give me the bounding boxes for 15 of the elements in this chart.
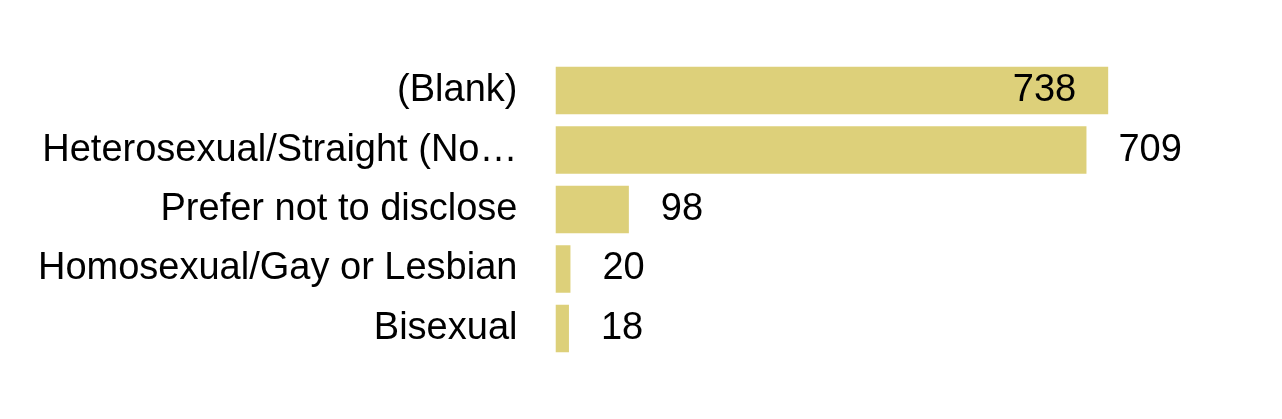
data-label: 20 [602, 245, 645, 288]
bar [555, 126, 1087, 174]
data-label: 738 [1012, 67, 1077, 110]
y-tick-label: (Blank) [397, 67, 518, 110]
y-tick-label: Homosexual/Gay or Lesbian [37, 245, 518, 288]
bar [555, 66, 1109, 115]
data-label: 98 [660, 185, 704, 228]
data-label: 709 [1118, 126, 1182, 169]
bar [555, 304, 569, 353]
y-tick-label: Prefer not to disclose [160, 185, 518, 228]
bar [555, 245, 571, 293]
bar [555, 185, 629, 234]
y-tick-label: Bisexual [373, 304, 518, 347]
y-tick-label: Heterosexual/Straight (No… [42, 126, 518, 169]
data-label: 18 [600, 304, 644, 347]
